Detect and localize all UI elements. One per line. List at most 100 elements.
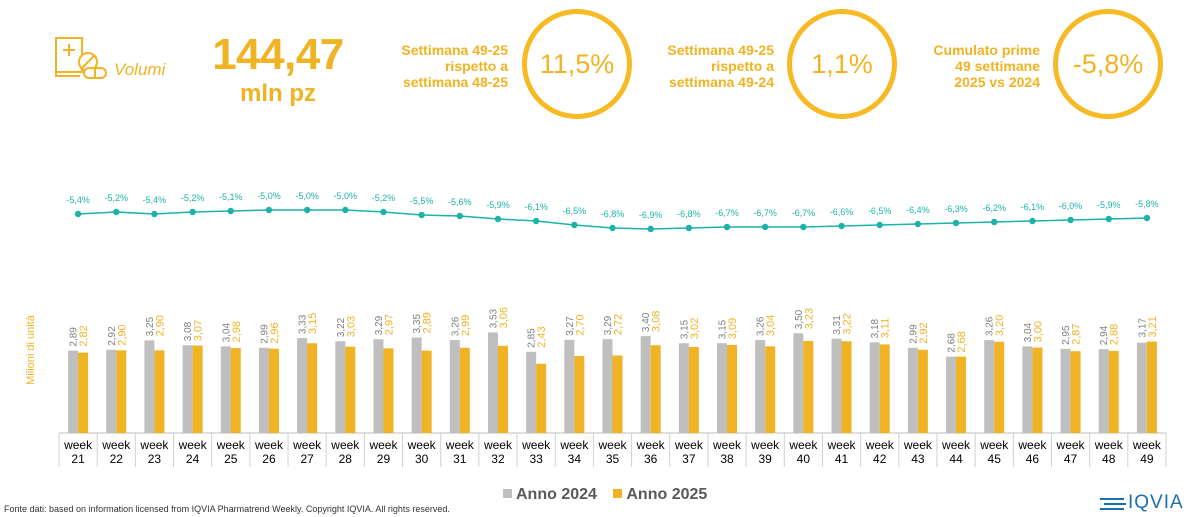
stat-value: -5,8% [1072,48,1144,79]
line-data-label: -5,0% [334,191,358,201]
bar-2025 [497,345,508,433]
line-point [265,206,273,214]
data-label-2025: 3,22 [842,313,854,334]
legend-swatch [503,489,512,498]
bar-2024 [182,345,193,433]
data-label-2025: 2,96 [269,322,281,343]
bar-2025 [1070,351,1081,433]
bar-2025 [803,340,814,433]
x-tick-label: 46 [1026,452,1040,466]
line-point [723,223,731,231]
x-tick-label: 33 [529,452,543,466]
x-tick-label: week [292,438,322,452]
data-label-2024: 3,18 [870,318,881,338]
kpi-value: 144,47 [212,30,344,79]
x-tick-label: week [865,438,895,452]
legend-swatch [613,489,623,498]
bar-2025 [230,348,241,433]
data-label-2024: 2,99 [908,324,919,344]
stat-value: 11,5% [539,48,615,79]
x-tick-label: week [330,438,360,452]
line-point [189,208,196,216]
x-tick-label: 21 [71,452,85,466]
bar-2025 [841,341,852,433]
x-tick-label: week [1094,438,1124,452]
line-data-label: -6,5% [563,206,587,216]
bar-2025 [574,356,585,433]
legend-item-2024: Anno 2024 [503,486,597,503]
data-label-2024: 3,08 [183,321,194,341]
x-tick-label: 32 [491,452,505,466]
data-label-2024: 2,92 [107,326,118,346]
legend-label: Anno 2025 [626,486,708,503]
data-label-2024: 3,26 [756,316,767,336]
line-point [571,221,578,229]
line-point [74,210,82,218]
bar-2025 [268,348,279,433]
bar-2024 [144,340,155,433]
x-tick-label: week [254,438,284,452]
line-data-label: -5,2% [372,193,396,203]
x-tick-label: week [483,438,513,452]
line-point [342,206,349,214]
line-data-label: -6,1% [1021,202,1045,212]
x-tick-label: week [750,438,780,452]
data-label-2025: 3,04 [765,315,777,336]
data-label-2025: 3,15 [307,313,319,334]
x-tick-label: 38 [720,452,734,466]
x-tick-label: week [63,438,93,452]
line-data-label: -6,1% [524,202,548,212]
y-axis-label: Milioni di unità [25,315,37,385]
line-point [1029,217,1036,225]
stat-line: settimana 49-24 [668,74,774,90]
stat-line: rispetto a [444,58,508,74]
line-point [1143,214,1151,222]
data-label-2024: 3,26 [985,316,996,336]
x-tick-label: 42 [873,452,887,466]
line-data-label: -6,2% [982,203,1006,213]
bar-2024 [487,332,498,433]
data-label-2024: 3,27 [565,316,576,336]
line-point [952,219,960,227]
x-tick-label: 47 [1064,452,1078,466]
bar-2025 [765,346,776,433]
weekly-volume-chart: 2,892,82week212,922,90week223,252,90week… [58,191,1167,467]
line-point [532,217,540,225]
stat-yoy-text: Settimana 49-25 rispetto a settimana 49-… [634,42,774,90]
x-tick-label: 39 [759,452,773,466]
line-point [456,212,464,220]
bar-2024 [793,333,804,433]
bar-2024 [602,339,613,433]
x-tick-label: week [827,438,857,452]
x-tick-label: 24 [186,452,200,466]
data-label-2025: 2,72 [613,314,625,335]
line-point [609,224,616,232]
kpi-unit: mln pz [240,80,316,107]
line-point [151,210,158,218]
data-label-2024: 3,31 [832,315,843,335]
stat-line: 2025 vs 2024 [954,74,1040,90]
data-label-2025: 2,82 [78,325,90,346]
line-data-label: -6,6% [830,207,854,217]
bar-2025 [917,349,928,433]
x-tick-label: week [216,438,246,452]
stat-value: 1,1% [811,48,873,79]
bar-2025 [612,355,623,433]
stat-line: Settimana 49-25 [667,42,774,58]
bar-2025 [459,347,470,433]
data-label-2025: 3,09 [727,318,739,339]
x-tick-label: week [1017,438,1047,452]
x-tick-label: week [178,438,208,452]
x-tick-label: 29 [377,452,391,466]
x-tick-label: week [941,438,971,452]
line-data-label: -6,8% [601,209,625,219]
bar-2024 [1136,342,1147,433]
line-data-label: -6,3% [944,204,968,214]
chart-legend: Anno 2024 Anno 2025 [503,486,719,504]
line-point [876,221,883,229]
x-tick-label: week [674,438,704,452]
x-tick-label: week [559,438,589,452]
stat-cumulative-text: Cumulato prime 49 settimane 2025 vs 2024 [900,42,1040,90]
x-tick-label: 45 [988,452,1002,466]
bar-2024 [1098,349,1109,433]
